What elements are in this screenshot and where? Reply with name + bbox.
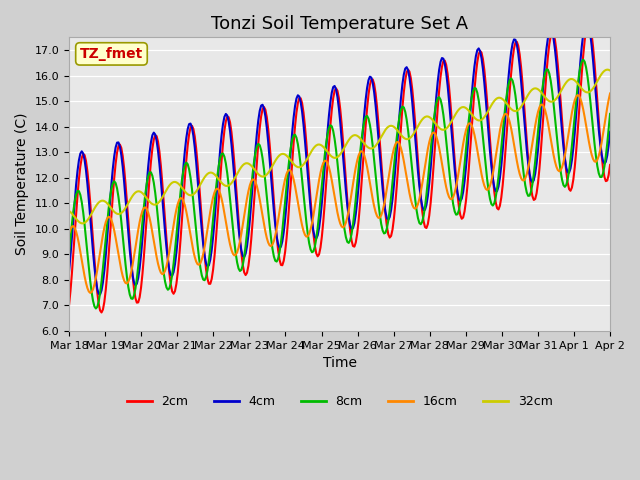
4cm <box>532 160 540 166</box>
8cm <box>102 235 109 240</box>
16cm <box>606 91 614 96</box>
16cm <box>102 219 109 225</box>
2cm <box>532 190 540 196</box>
8cm <box>345 240 353 246</box>
4cm <box>345 214 353 220</box>
16cm <box>532 115 540 121</box>
32cm <box>452 110 460 116</box>
32cm <box>65 208 73 214</box>
32cm <box>606 68 614 73</box>
Line: 4cm: 4cm <box>69 21 610 294</box>
8cm <box>65 252 73 257</box>
4cm <box>452 180 460 185</box>
4cm <box>605 143 612 148</box>
4cm <box>96 291 104 297</box>
Line: 32cm: 32cm <box>69 70 610 223</box>
Line: 16cm: 16cm <box>69 94 610 293</box>
Title: Tonzi Soil Temperature Set A: Tonzi Soil Temperature Set A <box>211 15 468 33</box>
2cm <box>65 302 73 308</box>
32cm <box>604 67 611 72</box>
Text: TZ_fmet: TZ_fmet <box>80 47 143 61</box>
16cm <box>452 184 460 190</box>
8cm <box>606 111 614 117</box>
8cm <box>92 306 100 312</box>
X-axis label: Time: Time <box>323 356 356 370</box>
2cm <box>84 168 92 174</box>
2cm <box>585 20 593 26</box>
4cm <box>102 252 109 258</box>
Line: 2cm: 2cm <box>69 23 610 312</box>
16cm <box>604 105 611 110</box>
Legend: 2cm, 4cm, 8cm, 16cm, 32cm: 2cm, 4cm, 8cm, 16cm, 32cm <box>122 390 557 413</box>
8cm <box>84 250 92 256</box>
16cm <box>84 285 92 291</box>
32cm <box>79 220 87 226</box>
8cm <box>579 57 587 62</box>
8cm <box>605 126 612 132</box>
2cm <box>452 176 460 181</box>
2cm <box>345 214 353 219</box>
16cm <box>65 231 73 237</box>
32cm <box>532 86 540 92</box>
8cm <box>532 144 540 150</box>
2cm <box>98 310 106 315</box>
32cm <box>345 137 353 143</box>
4cm <box>65 269 73 275</box>
4cm <box>84 181 92 187</box>
16cm <box>86 290 94 296</box>
8cm <box>452 212 460 217</box>
32cm <box>85 216 93 221</box>
32cm <box>102 199 109 205</box>
2cm <box>102 287 109 293</box>
16cm <box>345 207 353 213</box>
4cm <box>582 18 590 24</box>
4cm <box>606 129 614 135</box>
2cm <box>606 162 614 168</box>
Line: 8cm: 8cm <box>69 60 610 309</box>
Y-axis label: Soil Temperature (C): Soil Temperature (C) <box>15 113 29 255</box>
32cm <box>605 67 612 72</box>
2cm <box>605 172 612 178</box>
